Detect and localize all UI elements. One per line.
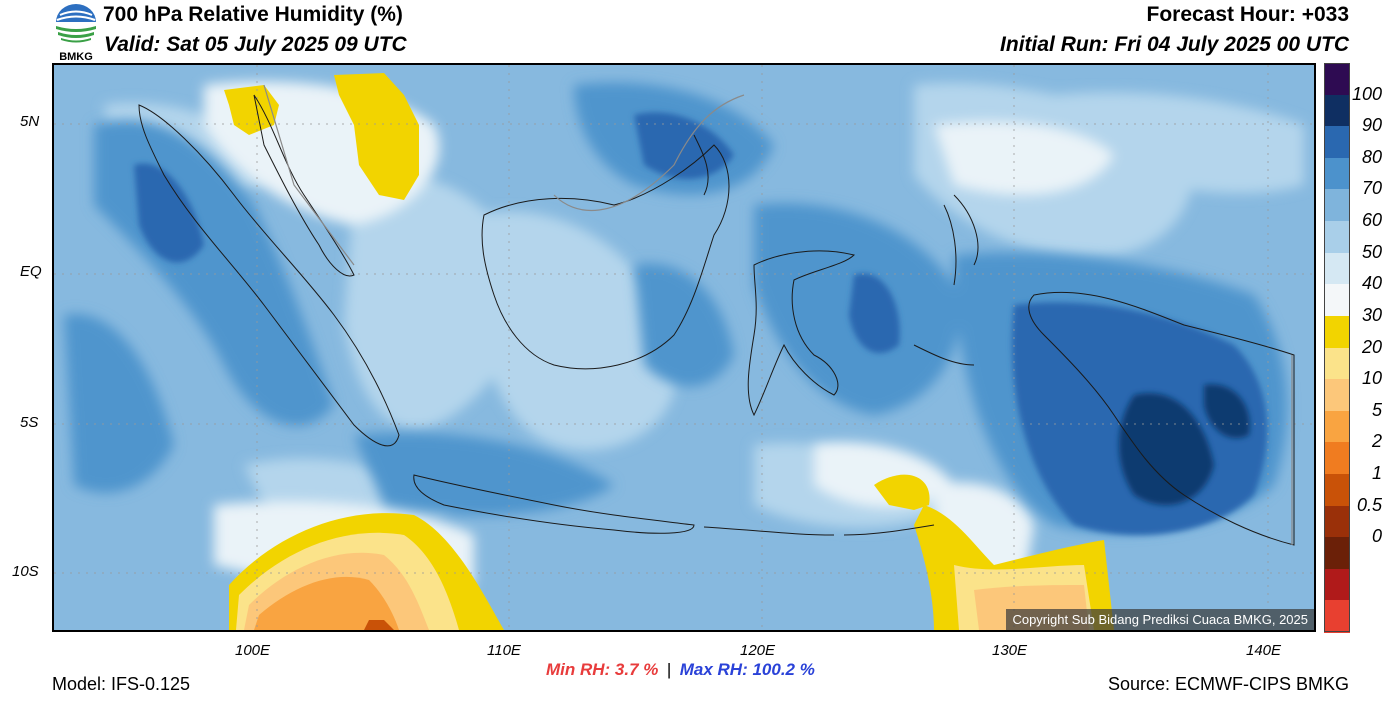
colorbar-frame xyxy=(1324,63,1350,632)
colorbar-swatch xyxy=(1324,252,1350,285)
colorbar-label: 10 xyxy=(1361,368,1382,389)
colorbar-swatch xyxy=(1324,442,1350,475)
colorbar-swatch xyxy=(1324,315,1350,349)
colorbar-swatch xyxy=(1324,505,1350,538)
humidity-map: Copyright Sub Bidang Prediksi Cuaca BMKG… xyxy=(52,63,1316,632)
colorbar-label: 0.5 xyxy=(1356,494,1382,515)
min-rh: Min RH: 3.7 % xyxy=(546,660,659,679)
lon-tick: 120E xyxy=(740,642,776,659)
colorbar-swatch xyxy=(1324,600,1350,633)
colorbar-swatch xyxy=(1324,126,1350,159)
colorbar-swatch xyxy=(1324,537,1350,570)
model-label: Model: IFS-0.125 xyxy=(52,674,191,694)
colorbar-label: 30 xyxy=(1361,304,1382,325)
humidity-field xyxy=(54,65,1314,630)
colorbar-label: 1 xyxy=(1371,462,1382,483)
lat-tick: 5S xyxy=(20,414,39,431)
rh-stats: Min RH: 3.7 % | Max RH: 100.2 % xyxy=(546,660,815,680)
source-label: Source: ECMWF-CIPS BMKG xyxy=(1107,674,1349,694)
colorbar-label: 0 xyxy=(1371,526,1382,547)
colorbar-swatch xyxy=(1324,189,1350,222)
colorbar-label: 20 xyxy=(1361,336,1382,357)
colorbar-swatch xyxy=(1324,347,1350,380)
copyright-notice: Copyright Sub Bidang Prediksi Cuaca BMKG… xyxy=(1006,609,1314,630)
colorbar-swatch xyxy=(1324,94,1350,127)
initial-run: Initial Run: Fri 04 July 2025 00 UTC xyxy=(1000,33,1349,56)
colorbar-label: 100 xyxy=(1351,83,1382,104)
stats-separator: | xyxy=(666,660,672,679)
lon-tick: 130E xyxy=(992,642,1028,659)
colorbar-label: 60 xyxy=(1361,210,1382,231)
colorbar-swatch xyxy=(1324,63,1350,96)
colorbar-label: 40 xyxy=(1361,273,1382,294)
forecast-hour: Forecast Hour: +033 xyxy=(1146,3,1350,26)
bmkg-logo-icon xyxy=(56,4,96,43)
colorbar-swatch xyxy=(1324,473,1350,507)
colorbar-swatch xyxy=(1324,379,1350,412)
logo-text: BMKG xyxy=(59,51,93,63)
colorbar-label: 50 xyxy=(1361,241,1382,262)
colorbar-label: 2 xyxy=(1371,431,1382,452)
colorbar-swatch xyxy=(1324,157,1350,191)
colorbar-swatch xyxy=(1324,284,1350,317)
colorbar-swatch xyxy=(1324,221,1350,254)
lon-tick: 110E xyxy=(487,642,521,659)
coastlines xyxy=(138,94,1295,546)
colorbar-label: 5 xyxy=(1371,399,1382,420)
lat-tick: 10S xyxy=(12,563,39,580)
lat-tick: EQ xyxy=(20,263,42,280)
colorbar-label: 90 xyxy=(1361,115,1382,136)
valid-time: Valid: Sat 05 July 2025 09 UTC xyxy=(104,33,407,56)
max-rh: Max RH: 100.2 % xyxy=(679,660,815,679)
colorbar-swatch xyxy=(1324,568,1350,601)
bmkg-logo: BMKG xyxy=(52,2,100,63)
lon-tick: 140E xyxy=(1246,642,1282,659)
colorbar-swatch xyxy=(1324,410,1350,443)
lon-tick: 100E xyxy=(235,642,271,659)
colorbar-label: 70 xyxy=(1361,178,1382,199)
chart-title: 700 hPa Relative Humidity (%) xyxy=(103,3,403,26)
colorbar-label: 80 xyxy=(1361,146,1382,167)
lat-tick: 5N xyxy=(20,113,40,130)
